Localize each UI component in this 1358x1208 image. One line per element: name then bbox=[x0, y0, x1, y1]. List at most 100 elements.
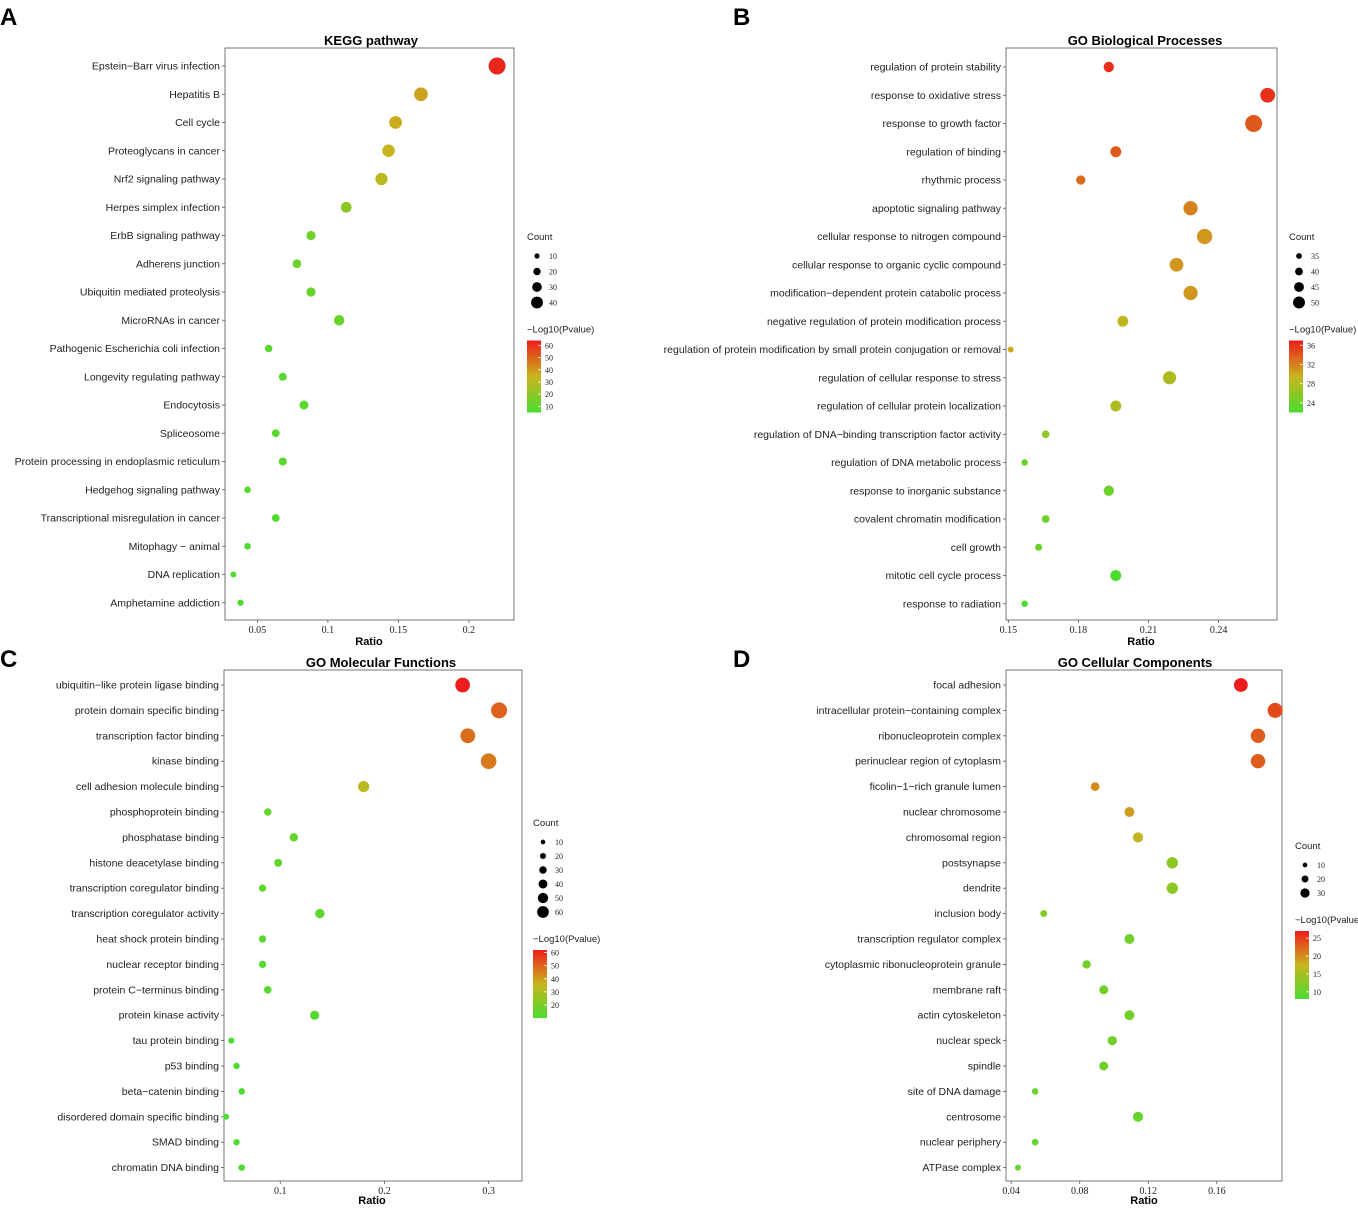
data-point bbox=[274, 858, 283, 867]
category-label: ATPase complex bbox=[922, 1162, 1001, 1174]
category-label: transcription regulator complex bbox=[857, 934, 1001, 946]
data-point bbox=[1233, 678, 1248, 692]
data-point bbox=[264, 344, 273, 353]
size-legend-title: Count bbox=[527, 232, 553, 243]
category-label: histone deacetylase binding bbox=[89, 857, 219, 869]
category-label: Hedgehog signaling pathway bbox=[85, 484, 221, 496]
color-legend-title: −Log10(Pvalue) bbox=[527, 325, 594, 336]
data-point bbox=[264, 986, 272, 994]
category-label: inclusion body bbox=[934, 908, 1001, 920]
category-label: transcription coregulator activity bbox=[71, 908, 219, 920]
data-point bbox=[1245, 115, 1263, 132]
category-label: regulation of DNA−binding transcription … bbox=[754, 429, 1002, 441]
data-point bbox=[1110, 570, 1122, 581]
size-legend-dot bbox=[537, 906, 549, 918]
x-tick-label: 0.15 bbox=[390, 625, 408, 636]
data-point bbox=[1103, 485, 1114, 496]
data-point bbox=[1260, 87, 1276, 103]
data-point bbox=[233, 1062, 240, 1070]
size-legend-label: 10 bbox=[555, 838, 563, 847]
data-point bbox=[310, 1010, 320, 1020]
category-label: cytoplasmic ribonucleoprotein granule bbox=[825, 959, 1001, 971]
panel-d: D GO Cellular Components 0.04 0.08 0.12 0.1… bbox=[733, 646, 1358, 1207]
category-label: Longevity regulating pathway bbox=[84, 371, 221, 383]
colorbar-label: 20 bbox=[545, 390, 553, 399]
x-tick-label: 0.3 bbox=[482, 1186, 495, 1197]
colorbar-label: 40 bbox=[545, 366, 553, 375]
data-point bbox=[1132, 832, 1144, 843]
category-label: perinuclear region of cytoplasm bbox=[855, 756, 1001, 768]
data-point bbox=[382, 144, 395, 158]
data-point bbox=[488, 57, 506, 75]
category-label: chromosomal region bbox=[906, 832, 1001, 844]
size-legend-dot bbox=[537, 892, 549, 904]
category-label: nuclear periphery bbox=[920, 1137, 1002, 1149]
data-point bbox=[1183, 201, 1198, 216]
data-point bbox=[1082, 960, 1091, 969]
x-axis-title: Ratio bbox=[1130, 1195, 1158, 1207]
plot-frame bbox=[1005, 669, 1283, 1182]
data-point bbox=[228, 1037, 235, 1044]
data-point bbox=[1110, 146, 1122, 158]
cc-chart-marks: 0.04 0.08 0.12 0.16 focal adhesion intracellu… bbox=[816, 678, 1283, 1197]
category-label: transcription factor binding bbox=[96, 730, 219, 742]
category-label: nuclear receptor binding bbox=[106, 959, 219, 971]
color-legend-title: −Log10(Pvalue) bbox=[533, 934, 600, 945]
category-label: ribonucleoprotein complex bbox=[878, 730, 1001, 742]
category-label: nuclear chromosome bbox=[903, 807, 1001, 819]
size-legend-label: 30 bbox=[1317, 889, 1325, 898]
size-legend-dot bbox=[532, 282, 542, 292]
size-legend-label: 40 bbox=[549, 299, 557, 308]
colorbar-label: 28 bbox=[1307, 380, 1315, 389]
data-point bbox=[1090, 782, 1100, 791]
size-legend-dot bbox=[540, 839, 546, 845]
size-legend-dot bbox=[1294, 282, 1304, 292]
data-point bbox=[1124, 934, 1135, 944]
data-point bbox=[1166, 857, 1178, 869]
data-point bbox=[1124, 1010, 1135, 1021]
data-point bbox=[315, 908, 325, 919]
data-point bbox=[1007, 346, 1014, 353]
x-axis-title: Ratio bbox=[1127, 636, 1155, 648]
panel-c: C GO Molecular Functions 0.1 0.2 0.3 ubiqui… bbox=[0, 646, 600, 1207]
category-label: regulation of protein modification by sm… bbox=[664, 344, 1001, 356]
data-point bbox=[1169, 257, 1184, 272]
category-label: Ubiquitin mediated proteolysis bbox=[80, 287, 220, 299]
category-label: response to growth factor bbox=[883, 118, 1002, 130]
size-legend-dot bbox=[1302, 862, 1308, 868]
chart-title: GO Cellular Components bbox=[1058, 655, 1213, 670]
mf-chart-marks: 0.1 0.2 0.3 ubiquitin−like protein ligase b… bbox=[56, 677, 508, 1197]
data-point bbox=[271, 514, 280, 522]
size-legend-dot bbox=[531, 296, 543, 309]
size-legend-title: Count bbox=[1295, 841, 1321, 852]
colorbar-label: 60 bbox=[545, 341, 553, 350]
data-point bbox=[1110, 400, 1122, 412]
data-point bbox=[491, 702, 508, 719]
data-point bbox=[244, 486, 251, 494]
category-label: ErbB signaling pathway bbox=[110, 230, 220, 242]
x-axis-title: Ratio bbox=[358, 1195, 386, 1207]
size-legend-dot bbox=[539, 866, 547, 874]
data-point bbox=[1041, 430, 1050, 439]
data-point bbox=[306, 287, 316, 297]
data-point bbox=[1183, 285, 1198, 301]
plot-frame bbox=[223, 669, 523, 1182]
data-point bbox=[264, 808, 272, 816]
data-point bbox=[480, 753, 497, 770]
category-label: mitotic cell cycle process bbox=[885, 570, 1001, 582]
category-label: apoptotic signaling pathway bbox=[872, 203, 1002, 215]
x-tick-label: 0.24 bbox=[1210, 625, 1228, 636]
data-point bbox=[1166, 882, 1178, 894]
plot-frame bbox=[1005, 47, 1278, 621]
size-legend-dot bbox=[1293, 296, 1305, 309]
category-label: heat shock protein binding bbox=[96, 934, 219, 946]
x-tick-label: 0.08 bbox=[1071, 1186, 1089, 1197]
category-label: response to inorganic substance bbox=[850, 485, 1001, 497]
size-legend-label: 30 bbox=[555, 866, 563, 875]
size-legend-label: 45 bbox=[1311, 283, 1319, 292]
data-point bbox=[233, 1139, 240, 1146]
panel-letter: D bbox=[733, 646, 750, 673]
size-legend-label: 40 bbox=[555, 880, 563, 889]
category-label: p53 binding bbox=[165, 1061, 219, 1073]
bp-chart-marks: 0.15 0.18 0.21 0.24 regulation of protein st… bbox=[664, 62, 1276, 636]
